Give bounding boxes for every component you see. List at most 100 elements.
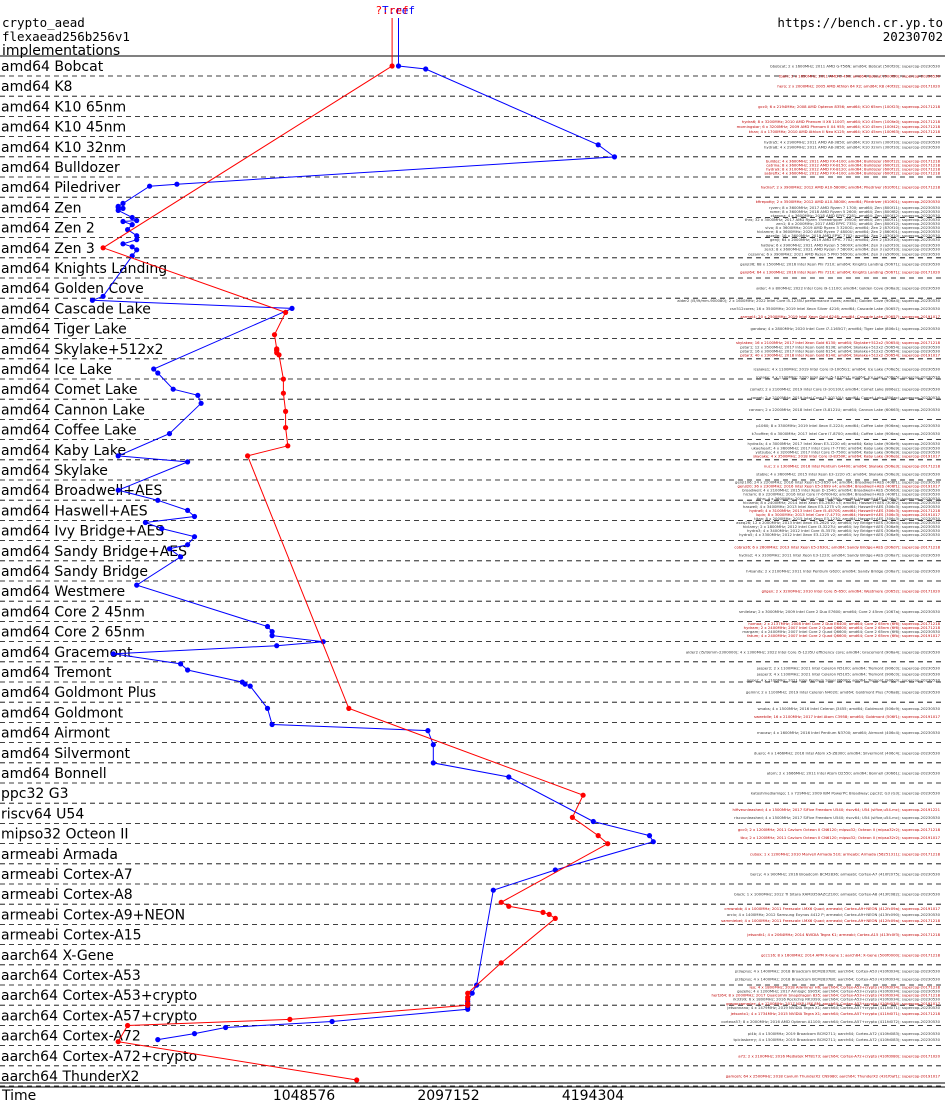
machine-label: rk3399; 6 x 1800MHz; 2016 Rockchip RK339…	[733, 997, 941, 1002]
data-point	[595, 833, 601, 839]
machine-label: gcc0; 2 x 1200MHz; 2011 Cavium Octeon II…	[738, 827, 941, 832]
machine-label: vivo; 8 x 3600MHz; 2019 AMD Ryzen 3 3200…	[765, 225, 940, 230]
row-label: amd64 Knights Landing	[1, 261, 167, 277]
series-line	[101, 65, 609, 1081]
machine-label: haswell; 4 x 3400MHz; 2013 Intel Xeon E3…	[743, 504, 941, 509]
machine-label: hydram; 2 x 2400MHz; 2007 Intel Core 2 Q…	[744, 625, 941, 630]
data-point	[271, 332, 278, 338]
machine-label: genji106; 24 x 2200MHz; 2016 Intel Xeon …	[735, 480, 941, 485]
row-label: amd64 Piledriver	[1, 180, 120, 196]
data-point	[185, 542, 191, 548]
machine-label: duero; 4 x 1466MHz; 2016 Intel Atom x5-Z…	[754, 750, 941, 755]
machine-label: alder2 (i5/i9/mm-900080); 2 x 1600MHz; 2…	[677, 298, 940, 303]
machine-label: alder2 (i5/i9/mm-2300000); 4 x 1300MHz; …	[686, 649, 941, 654]
row-label: armeabi Armada	[1, 847, 118, 863]
data-point	[155, 370, 161, 376]
machine-label: black; 1 x 1000MHz; 2012 TI Sitara XAM33…	[734, 892, 940, 897]
machine-label: skycake; 4 x 3500MHz; 2018 Intel Core i3…	[753, 453, 940, 458]
data-point	[134, 233, 140, 239]
row-label: amd64 K10 32nm	[1, 140, 126, 156]
data-point	[125, 1022, 131, 1029]
machine-label: gazelle; 4 x 1200MHz; 2017 Amlogic S905X…	[737, 989, 940, 994]
machine-label: pstar1; 12 x 3500MHz; 2017 Intel Xeon Go…	[740, 344, 940, 349]
data-point	[129, 214, 135, 221]
machine-label: cubox; 1 x 1200MHz; 2010 Marvell Armada …	[750, 851, 941, 856]
row-label: amd64 Cascade Lake	[1, 301, 151, 317]
data-point	[595, 142, 601, 148]
machine-label: gcc0; 6 x 2194MHz; 2008 AMD Opteron 8356…	[758, 104, 940, 109]
machine-label: morningstar; 6 x 3200MHz; 2009 AMD Pheno…	[737, 124, 941, 129]
data-point	[329, 1018, 335, 1025]
machine-label: hiclamb; 8 x 2400MHz; 2014 Intel Xeon E5…	[743, 500, 941, 505]
machine-label: hydra2; 4 x 3100MHz; 2011 Intel Xeon E3-…	[739, 552, 941, 557]
machine-label: titan; 8 x 2000MHz; 2015 Intel Xeon E3-1…	[754, 516, 940, 521]
data-point	[223, 1024, 229, 1031]
row-label: amd64 Cannon Lake	[1, 402, 145, 418]
data-point	[465, 996, 471, 1002]
data-point	[287, 1016, 293, 1023]
row-label: armeabi Cortex-A8	[1, 887, 133, 903]
data-point	[120, 200, 126, 206]
row-label: amd64 Skylake+512x2	[1, 342, 163, 358]
machine-label: zen3; 8 x 3600MHz; 2021 AMD Ryzen 7 5800…	[764, 246, 940, 251]
machine-label: pi4b; 4 x 1500MHz; 2019 Broadcom BCM2711…	[748, 1031, 941, 1036]
machine-label: aseq26; 12 x 2000MHz; 2013 Intel Xeon E5…	[736, 520, 940, 525]
row-label: aarch64 Cortex-A57+crypto	[1, 1008, 197, 1024]
machine-label: yotsuba; 4 x 3200MHz; 2017 Intel Core i5…	[756, 449, 941, 454]
machine-label: hertz64; 8 x 2000MHz; 2017 Qualcomm Snap…	[711, 993, 940, 998]
data-point	[283, 309, 289, 315]
machine-label: catrina; 8 x 3600MHz; 2012 AMD FX-8150; …	[766, 162, 940, 167]
data-point	[285, 443, 291, 449]
machine-label: hydra9; 8 x 3100MHz; 2012 AMD FX-8120; a…	[766, 167, 940, 172]
machine-label: ryzen; 8 x 3600MHz; 2017 AMD Ryzen 7 170…	[769, 205, 941, 210]
header-site: https://bench.cr.yp.to	[777, 15, 943, 30]
machine-label: gamosh; 64 x 2500MHz; 2018 Cavium Thunde…	[726, 1074, 941, 1079]
row-label: amd64 Bonnell	[1, 766, 107, 782]
data-point	[469, 990, 475, 996]
data-point	[115, 207, 121, 213]
machine-label: katoshmediamigo; 1 x 729MHz; 2009 IBM Po…	[751, 791, 941, 796]
row-label: armeabi Cortex-A7	[1, 867, 133, 883]
machine-label: k7coffee; 6 x 3000MHz; 2017 Intel Core i…	[752, 431, 941, 436]
row-label: aarch64 ThunderX2	[1, 1069, 139, 1085]
machine-label: sweetdle; 16 x 2100MHz; 2017 Intel Atom …	[754, 714, 941, 719]
row-label: armeabi Cortex-A9+NEON	[1, 907, 185, 923]
data-point	[346, 705, 352, 712]
machine-label: icelake; 4 x 1100MHz; 2020 Intel Core i5…	[756, 375, 941, 380]
data-point	[605, 841, 611, 847]
machine-label: atom; 2 x 1666MHz; 2011 Intel Atom D2550…	[767, 771, 941, 776]
machine-label: bercy; 4 x 900MHz; 2016 Broadcom BCM2836…	[750, 872, 940, 877]
data-point	[283, 425, 289, 431]
row-label: amd64 K8	[1, 79, 72, 95]
machine-label: ukaeheart; 4 x 3600MHz; 2017 Intel Core …	[751, 445, 940, 450]
data-point	[280, 376, 286, 382]
row-label: aarch64 Cortex-A72	[1, 1029, 141, 1045]
row-label: aarch64 Cortex-A53	[1, 968, 141, 984]
machine-label: smilelaw; 2 x 3000MHz; 2009 Intel Core 2…	[739, 609, 941, 614]
data-point	[134, 582, 140, 588]
machine-label: hydra6; 8 x 3200MHz; 2010 AMD Phenom II …	[742, 119, 941, 124]
machine-label: cmwrabb; 4 x 1000MHz; 2011 Freescale i.M…	[724, 906, 940, 911]
row-label: aarch64 Cortex-A53+crypto	[1, 988, 197, 1004]
data-point	[274, 643, 280, 649]
data-point	[147, 183, 153, 189]
data-point	[134, 247, 140, 253]
row-label: riscv64 U54	[1, 806, 84, 822]
data-point	[552, 915, 558, 922]
machine-label: cometi; 2 x 2100MHz; 2019 Intel Core i3-…	[750, 387, 941, 392]
machine-label: kfirepotty; 2 x 3500MHz; 2012 AMD A10-58…	[756, 199, 941, 204]
data-point	[195, 392, 201, 398]
row-label: amd64 Sandy Bridge	[1, 564, 148, 580]
row-label: amd64 Ivy Bridge+AES	[1, 524, 164, 540]
data-point	[142, 519, 148, 526]
machine-label: cobra26; 6 x 2600MHz; 2013 Intel Xeon E5…	[734, 544, 940, 549]
machine-label: sabrefix; 4 x 3600MHz; 2012 AMD FX-4100;…	[764, 171, 940, 176]
data-point	[264, 705, 271, 712]
machine-label: stable; 4 x 3600MHz; 2015 Intel Xeon E3-…	[756, 472, 940, 477]
x-tick-label: 1048576	[273, 1088, 335, 1103]
data-point	[546, 911, 552, 918]
data-point	[120, 241, 126, 247]
machine-label: skylakex; 16 x 2100MHz; 2017 Intel Xeon …	[736, 340, 941, 345]
machine-label: jasper2; 2 x 1100MHz; 2021 Intel Celeron…	[756, 665, 941, 670]
